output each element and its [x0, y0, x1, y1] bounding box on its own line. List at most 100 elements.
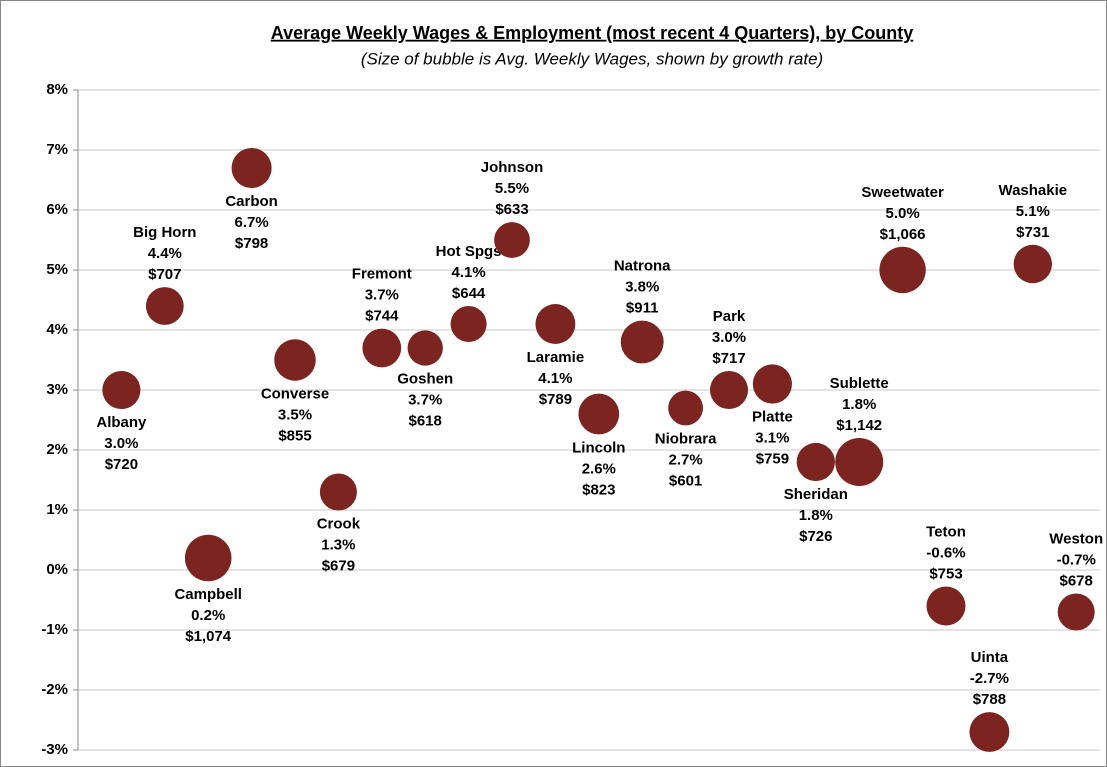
bubble-label-size: $679: [322, 557, 355, 574]
bubble-label-value: 4.1%: [451, 264, 485, 281]
bubble-label-size: $707: [148, 266, 181, 283]
y-tick-label: 4%: [46, 321, 68, 338]
bubble-label-size: $759: [756, 451, 789, 468]
bubble-label-size: $726: [799, 528, 832, 545]
bubble-label-value: -0.7%: [1057, 551, 1096, 568]
bubble-label-name: Uinta: [971, 649, 1009, 666]
bubble: [102, 370, 141, 410]
bubble: [620, 320, 664, 364]
bubble-label-size: $788: [973, 691, 1006, 708]
bubble: [835, 438, 884, 486]
bubble-label-size: $1,074: [185, 628, 232, 645]
bubble: [362, 328, 402, 368]
bubble-label-name: Fremont: [352, 266, 412, 283]
bubble: [1013, 244, 1053, 284]
y-tick-label: 1%: [46, 501, 68, 518]
y-tick-label: 2%: [46, 441, 68, 458]
bubble-label-value: -2.7%: [970, 670, 1009, 687]
bubble-label-value: 3.7%: [408, 392, 442, 409]
bubble: [535, 304, 576, 344]
bubble-label-name: Weston: [1049, 530, 1103, 547]
bubble: [926, 586, 966, 626]
bubble-label-size: $798: [235, 235, 268, 252]
bubble: [668, 390, 704, 426]
bubble-label-name: Niobrara: [655, 430, 717, 447]
bubble: [752, 364, 792, 404]
bubble-label-value: 4.1%: [538, 370, 572, 387]
bubble-label-value: 1.8%: [799, 507, 833, 524]
bubble-label-name: Sweetwater: [861, 184, 944, 201]
bubble-label-value: 5.1%: [1016, 203, 1050, 220]
chart-title: Average Weekly Wages & Employment (most …: [271, 23, 914, 43]
bubble: [1057, 593, 1095, 631]
bubble: [231, 147, 272, 189]
bubble-label-name: Johnson: [481, 159, 544, 176]
bubble-label-value: 0.2%: [191, 607, 225, 624]
y-tick-label: 0%: [46, 561, 68, 578]
bubble-label-name: Lincoln: [572, 439, 625, 456]
bubble-label-value: 4.4%: [148, 245, 182, 262]
bubble-label-value: 3.0%: [712, 329, 746, 346]
bubble-label-name: Platte: [752, 409, 793, 426]
bubble-label-name: Washakie: [998, 182, 1067, 199]
bubble-label-name: Hot Spgs: [436, 243, 502, 260]
chart-subtitle: (Size of bubble is Avg. Weekly Wages, sh…: [361, 49, 823, 68]
bubble-label-size: $744: [365, 308, 399, 325]
bubble-label-value: 3.7%: [365, 287, 399, 304]
bubble: [319, 473, 357, 511]
bubble: [796, 442, 835, 482]
bubble-label-size: $601: [669, 472, 702, 489]
bubble: [578, 393, 620, 435]
bubble-label-name: Sublette: [830, 375, 889, 392]
bubble-label-size: $1,142: [836, 417, 882, 434]
y-tick-label: -2%: [41, 681, 68, 698]
bubble-label-value: 3.8%: [625, 279, 659, 296]
y-tick-label: 5%: [46, 261, 68, 278]
bubble-label-size: $731: [1016, 224, 1049, 241]
y-tick-label: 6%: [46, 201, 68, 218]
bubble-label-value: 3.1%: [755, 430, 789, 447]
bubble-label-name: Goshen: [397, 371, 453, 388]
bubble-label-name: Campbell: [174, 586, 242, 603]
bubble-label-name: Big Horn: [133, 224, 196, 241]
bubble-label-name: Albany: [96, 414, 147, 431]
bubble-label-size: $678: [1060, 572, 1093, 589]
y-tick-label: 8%: [46, 81, 68, 98]
bubble: [450, 305, 487, 343]
bubble-label-name: Sheridan: [784, 486, 848, 503]
y-tick-label: -3%: [41, 741, 68, 758]
bubble-label-size: $633: [495, 201, 528, 218]
bubble-label-value: 2.7%: [668, 451, 702, 468]
bubble: [969, 712, 1010, 752]
bubble-label-size: $1,066: [880, 226, 926, 243]
bubble-label-name: Natrona: [614, 258, 671, 275]
bubble: [274, 339, 316, 381]
bubble-label-name: Crook: [317, 515, 361, 532]
bubble-label-size: $717: [712, 350, 745, 367]
bubble: [709, 370, 749, 410]
bubble-label-value: 1.3%: [321, 536, 355, 553]
bubble-label-name: Converse: [261, 386, 329, 403]
bubble-label-size: $720: [105, 456, 138, 473]
bubble-label-value: 2.6%: [582, 460, 616, 477]
bubble-label-size: $644: [452, 285, 486, 302]
bubble-label-value: 3.5%: [278, 407, 312, 424]
bubble-label-size: $753: [929, 565, 962, 582]
bubble-label-size: $789: [539, 391, 572, 408]
bubble-label-value: 3.0%: [104, 435, 138, 452]
bubble-label-size: $618: [409, 413, 442, 430]
y-tick-label: 7%: [46, 141, 68, 158]
y-tick-label: 3%: [46, 381, 68, 398]
bubble-label-size: $911: [626, 300, 659, 317]
bubble-label-value: -0.6%: [926, 544, 965, 561]
bubble-label-name: Carbon: [225, 193, 278, 210]
bubble-label-name: Park: [713, 308, 746, 325]
bubble-label-name: Teton: [926, 523, 966, 540]
bubble-label-value: 5.0%: [885, 205, 919, 222]
bubble: [494, 222, 530, 258]
bubble-label-value: 1.8%: [842, 396, 876, 413]
bubble: [407, 330, 443, 366]
bubble: [879, 246, 926, 294]
